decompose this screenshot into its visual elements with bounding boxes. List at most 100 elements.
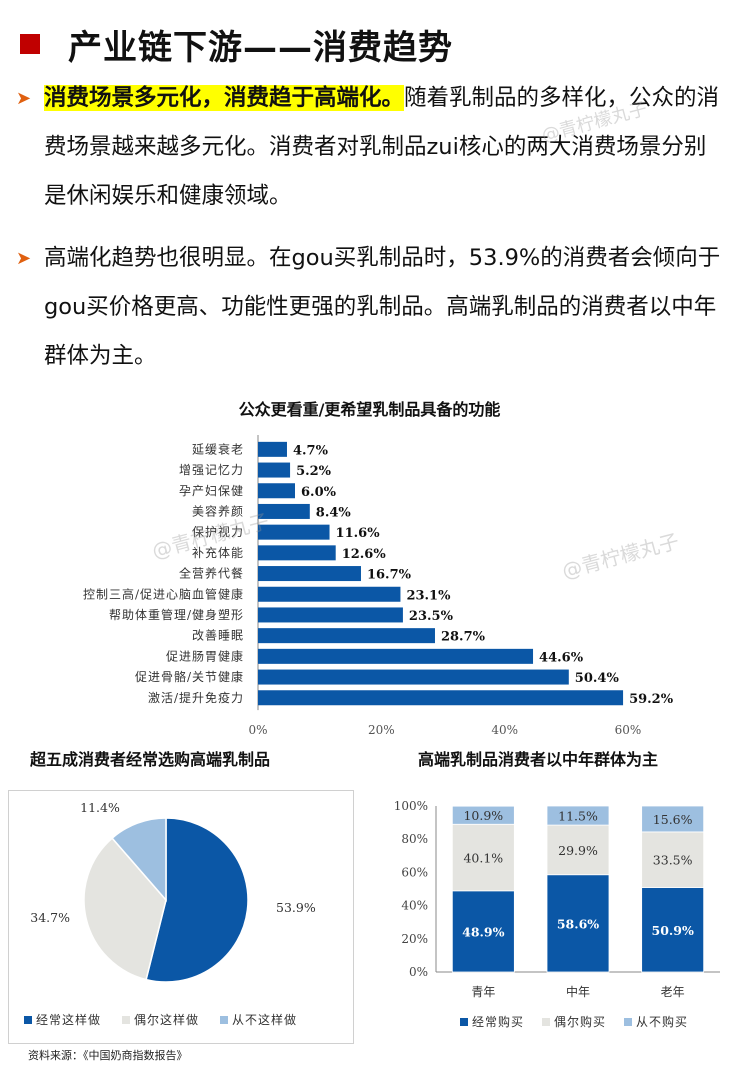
stack-value-label: 40.1% (463, 851, 503, 866)
legend-label: 偶尔这样做 (134, 1012, 199, 1027)
bar-value-label: 59.2% (629, 692, 674, 707)
bar (258, 648, 534, 664)
legend-label: 经常购买 (472, 1014, 524, 1029)
bar (258, 628, 435, 644)
stack-value-label: 50.9% (652, 923, 694, 938)
bar-value-label: 23.5% (409, 609, 454, 624)
legend-swatch (24, 1016, 32, 1024)
y-tick-label: 40% (401, 899, 428, 913)
bar (258, 690, 624, 706)
page-title: 产业链下游——消费趋势 (68, 27, 453, 68)
bar-value-label: 12.6% (342, 547, 387, 562)
category-label: 改善睡眠 (192, 628, 244, 643)
x-tick-label: 40% (491, 723, 518, 735)
bar (258, 524, 330, 540)
bar (258, 669, 569, 685)
pie-chart-title: 超五成消费者经常选购高端乳制品 (30, 750, 271, 769)
bar-value-label: 6.0% (301, 485, 337, 500)
bar (258, 462, 291, 478)
function-bar-chart: 延缓衰老 4.7% 增强记忆力 5.2% 孕产妇保健 6.0% 美容养颜 8.4% 保护视力 11… (83, 435, 674, 735)
category-label: 帮助体重管理/健身塑形 (109, 607, 244, 622)
bar-value-label: 11.6% (336, 526, 381, 541)
stacked-bar-chart: 0% 20% 40% 60% 80% 100% 48.9% 40.1% 10.9% 青年 58.6%… (394, 799, 720, 1029)
stack-value-label: 10.9% (463, 808, 503, 823)
y-tick-label: 100% (394, 799, 428, 813)
bar-value-label: 28.7% (441, 630, 486, 645)
x-category-label: 老年 (661, 985, 685, 999)
legend-label: 偶尔购买 (554, 1014, 606, 1029)
bar-value-label: 23.1% (406, 588, 451, 603)
category-label: 增强记忆力 (179, 463, 244, 477)
legend-label: 经常这样做 (36, 1012, 101, 1027)
arrow-bullet-icon: ➤ (16, 248, 32, 269)
title-square-icon (20, 34, 40, 54)
y-tick-label: 80% (401, 832, 428, 846)
bar (258, 483, 295, 499)
legend-label: 从不购买 (636, 1014, 688, 1029)
bullet-1: ➤ 消费场景多元化，消费趋于高端化。随着乳制品的多样化，公众的消费场景越来越多元… (16, 74, 728, 221)
pie-chart: 53.9% 34.7% 11.4% 经常这样做 偶尔这样做 从不这样做 (24, 800, 316, 1027)
stack-segment (546, 874, 610, 973)
bullet-2-text: 高端化趋势也很明显。在gou买乳制品时，53.9%的消费者会倾向于gou买价格更… (44, 245, 721, 369)
bar-value-label: 5.2% (296, 464, 332, 479)
x-tick-label: 60% (615, 723, 642, 735)
x-category-label: 中年 (566, 984, 590, 999)
pie-slice (145, 817, 249, 983)
x-tick-label: 0% (248, 723, 267, 735)
category-label: 孕产妇保健 (179, 484, 244, 498)
y-tick-label: 20% (401, 932, 428, 946)
stack-segment (451, 805, 515, 825)
y-tick-label: 60% (401, 865, 428, 879)
bar (258, 441, 287, 457)
pie-value-label: 53.9% (276, 900, 316, 915)
x-tick-label: 20% (368, 723, 395, 735)
bar-value-label: 4.7% (293, 443, 329, 458)
legend-label: 从不这样做 (232, 1012, 297, 1027)
bullet-2: ➤ 高端化趋势也很明显。在gou买乳制品时，53.9%的消费者会倾向于gou买价… (16, 234, 728, 381)
bullet-1-text: 随着乳制品的多样化，公众的消费场景越来越多元化。消费者对乳制品zui核心的两大消… (44, 85, 720, 209)
stack-value-label: 15.6% (653, 812, 693, 827)
bar (258, 545, 336, 561)
stack-segment (451, 890, 515, 973)
bar-value-label: 44.6% (539, 650, 584, 665)
bar-chart-title: 公众更看重/更希望乳制品具备的功能 (238, 400, 501, 419)
x-category-label: 青年 (471, 985, 495, 999)
bar (258, 566, 361, 582)
bar-value-label: 50.4% (575, 671, 620, 686)
legend-swatch (624, 1018, 632, 1026)
category-label: 美容养颜 (192, 503, 244, 518)
stack-segment (641, 831, 705, 888)
category-label: 延缓衰老 (192, 441, 244, 456)
stack-segment (546, 824, 610, 876)
page-header: 产业链下游——消费趋势 (20, 18, 453, 70)
bullet-1-highlight: 消费场景多元化，消费趋于高端化。 (44, 85, 405, 111)
stack-value-label: 11.5% (558, 809, 598, 824)
stack-segment (546, 805, 610, 826)
category-label: 控制三高/促进心脑血管健康 (83, 586, 244, 601)
stack-value-label: 33.5% (653, 853, 693, 868)
stack-segment (641, 805, 705, 833)
source-note: 资料来源：《中国奶商指数报告》 (28, 1049, 188, 1062)
bar (258, 586, 401, 602)
category-label: 保护视力 (192, 524, 244, 539)
category-label: 补充体能 (192, 545, 244, 560)
stack-segment (641, 887, 705, 973)
bar-value-label: 16.7% (367, 568, 412, 583)
bar-value-label: 8.4% (316, 505, 352, 520)
category-label: 全营养代餐 (179, 566, 244, 581)
pie-slice (111, 817, 167, 903)
category-label: 促进骨骼/关节健康 (135, 669, 244, 684)
pie-value-label: 11.4% (80, 800, 120, 815)
category-label: 促进肠胃健康 (166, 648, 244, 663)
stack-segment (451, 823, 515, 892)
bar (258, 607, 403, 623)
bar (258, 503, 310, 519)
legend-swatch (122, 1016, 130, 1024)
legend-swatch (220, 1016, 228, 1024)
category-label: 激活/提升免疫力 (148, 690, 244, 705)
pie-slice (83, 837, 167, 981)
stack-value-label: 29.9% (558, 843, 598, 858)
stack-value-label: 48.9% (462, 924, 504, 939)
stacked-chart-title: 高端乳制品消费者以中年群体为主 (418, 750, 659, 769)
legend-swatch (460, 1018, 468, 1026)
